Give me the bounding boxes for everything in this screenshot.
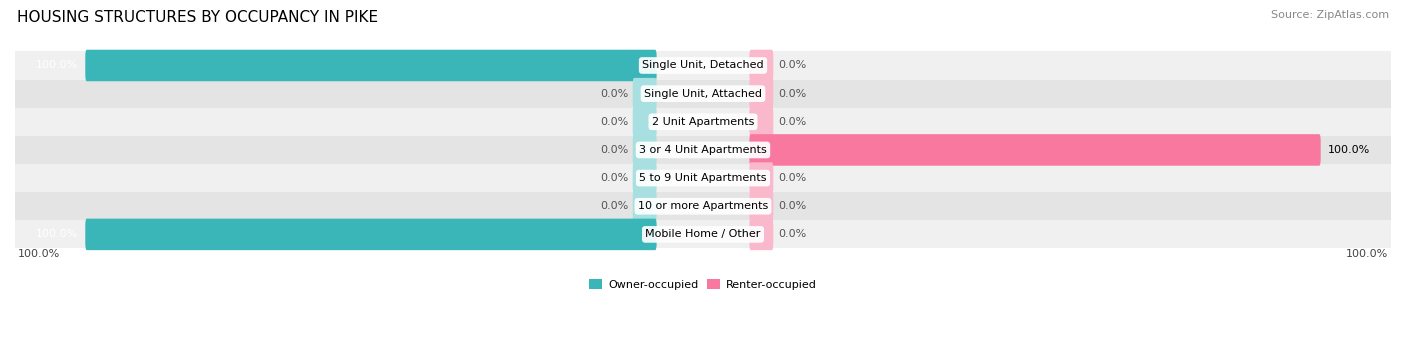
FancyBboxPatch shape	[15, 108, 1391, 136]
Text: Single Unit, Attached: Single Unit, Attached	[644, 89, 762, 98]
Text: 100.0%: 100.0%	[1346, 249, 1388, 259]
Text: 100.0%: 100.0%	[35, 61, 77, 70]
FancyBboxPatch shape	[749, 78, 773, 109]
FancyBboxPatch shape	[749, 162, 773, 194]
Text: 100.0%: 100.0%	[35, 229, 77, 239]
FancyBboxPatch shape	[749, 106, 773, 137]
FancyBboxPatch shape	[86, 50, 657, 81]
FancyBboxPatch shape	[633, 134, 657, 166]
FancyBboxPatch shape	[749, 134, 1320, 166]
Text: 100.0%: 100.0%	[18, 249, 60, 259]
Text: 0.0%: 0.0%	[600, 89, 628, 98]
Text: 0.0%: 0.0%	[778, 201, 806, 211]
Text: 0.0%: 0.0%	[600, 117, 628, 127]
Text: HOUSING STRUCTURES BY OCCUPANCY IN PIKE: HOUSING STRUCTURES BY OCCUPANCY IN PIKE	[17, 10, 378, 25]
Text: Single Unit, Detached: Single Unit, Detached	[643, 61, 763, 70]
Text: Mobile Home / Other: Mobile Home / Other	[645, 229, 761, 239]
Text: 100.0%: 100.0%	[1329, 145, 1371, 155]
Text: 0.0%: 0.0%	[600, 201, 628, 211]
FancyBboxPatch shape	[86, 219, 657, 250]
Legend: Owner-occupied, Renter-occupied: Owner-occupied, Renter-occupied	[585, 275, 821, 294]
Text: 2 Unit Apartments: 2 Unit Apartments	[652, 117, 754, 127]
Text: 0.0%: 0.0%	[778, 229, 806, 239]
FancyBboxPatch shape	[633, 106, 657, 137]
FancyBboxPatch shape	[749, 190, 773, 222]
FancyBboxPatch shape	[633, 78, 657, 109]
Text: 0.0%: 0.0%	[778, 89, 806, 98]
FancyBboxPatch shape	[15, 220, 1391, 249]
Text: 10 or more Apartments: 10 or more Apartments	[638, 201, 768, 211]
Text: Source: ZipAtlas.com: Source: ZipAtlas.com	[1271, 10, 1389, 20]
Text: 0.0%: 0.0%	[778, 61, 806, 70]
Text: 3 or 4 Unit Apartments: 3 or 4 Unit Apartments	[640, 145, 766, 155]
FancyBboxPatch shape	[15, 192, 1391, 220]
Text: 0.0%: 0.0%	[600, 173, 628, 183]
Text: 0.0%: 0.0%	[778, 117, 806, 127]
Text: 5 to 9 Unit Apartments: 5 to 9 Unit Apartments	[640, 173, 766, 183]
FancyBboxPatch shape	[15, 51, 1391, 80]
FancyBboxPatch shape	[15, 136, 1391, 164]
FancyBboxPatch shape	[633, 162, 657, 194]
Text: 0.0%: 0.0%	[600, 145, 628, 155]
Text: 0.0%: 0.0%	[778, 173, 806, 183]
FancyBboxPatch shape	[749, 219, 773, 250]
FancyBboxPatch shape	[633, 190, 657, 222]
FancyBboxPatch shape	[15, 164, 1391, 192]
FancyBboxPatch shape	[749, 50, 773, 81]
FancyBboxPatch shape	[15, 80, 1391, 108]
